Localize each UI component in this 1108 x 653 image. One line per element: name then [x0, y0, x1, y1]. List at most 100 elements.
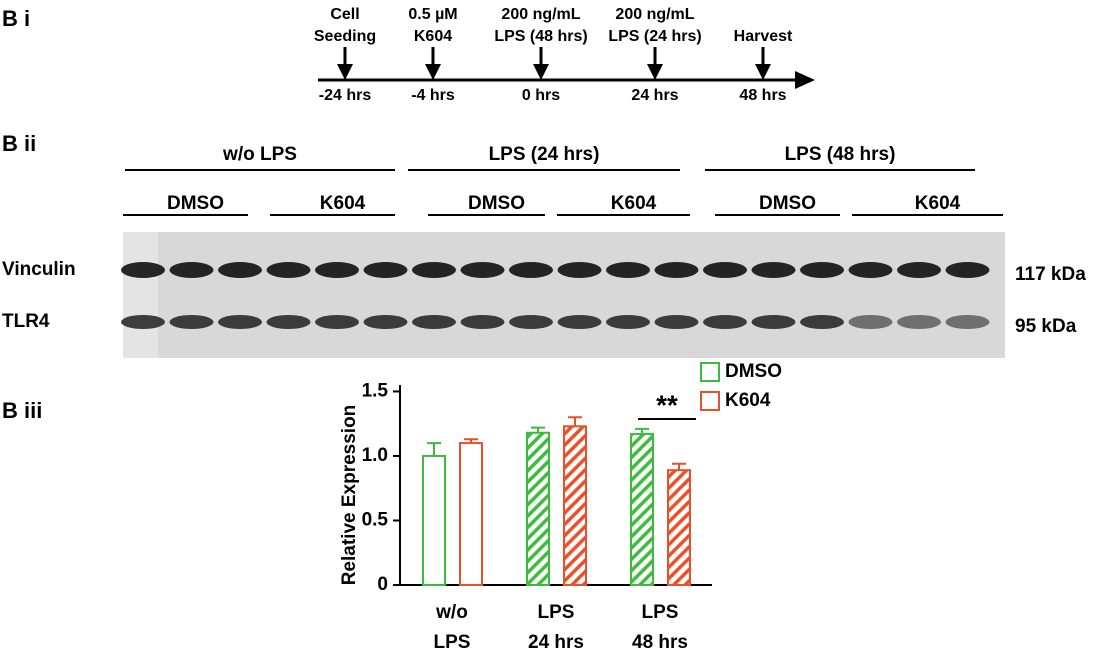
blot-band	[121, 315, 165, 329]
treatment-label: DMSO	[759, 193, 816, 214]
y-tick-label: 0.5	[362, 509, 389, 530]
blot-band	[412, 262, 456, 278]
panel-label: B i	[2, 6, 30, 31]
blot-band	[800, 315, 844, 329]
event-arrowhead	[533, 64, 549, 80]
event-label: Seeding	[314, 28, 376, 45]
blot-band	[557, 315, 602, 329]
bar	[630, 433, 654, 586]
protein-label: TLR4	[2, 311, 50, 332]
blot-band	[751, 262, 796, 278]
blot-band	[557, 262, 602, 278]
group-label: w/o LPS	[222, 144, 297, 165]
blot-band	[800, 262, 844, 278]
significance: **	[656, 389, 678, 420]
treatment-label: K604	[320, 193, 366, 214]
blot-band	[363, 315, 408, 329]
error-bar	[531, 426, 545, 433]
legend-label: K604	[725, 390, 771, 411]
blot-band	[606, 262, 650, 278]
treatment-label: DMSO	[167, 193, 224, 214]
band-size: 95 kDa	[1015, 316, 1077, 337]
blot-band	[654, 262, 699, 278]
blot-band	[509, 315, 553, 329]
x-tick-label: w/o LPS	[434, 602, 471, 653]
blot-image	[123, 232, 1005, 358]
bar	[526, 431, 550, 587]
blot-band	[218, 315, 262, 329]
blot-band	[169, 315, 214, 329]
panel-label: B iii	[2, 398, 42, 423]
error-bar	[464, 438, 478, 444]
blot-band	[218, 262, 262, 278]
treatment-label: K604	[915, 193, 961, 214]
y-axis-label: Relative Expression	[339, 405, 360, 586]
event-label: Harvest	[734, 28, 793, 45]
x-tick-label: LPS 24 hrs	[528, 602, 584, 653]
group-label: LPS (48 hrs)	[785, 144, 896, 165]
blot-band	[169, 262, 214, 278]
event-label: LPS (24 hrs)	[608, 28, 701, 45]
treatment-label: DMSO	[468, 193, 525, 214]
blot-band	[703, 315, 747, 329]
error-bar	[672, 462, 686, 471]
blot-image	[123, 232, 158, 358]
timeline-arrowhead	[795, 71, 815, 89]
y-tick-label: 0	[377, 574, 388, 595]
event-label: 0.5 µM	[408, 6, 457, 23]
event-time: -24 hrs	[319, 87, 372, 104]
blot-band	[945, 315, 990, 329]
blot-band	[121, 262, 165, 278]
treatment-label: K604	[611, 193, 657, 214]
event-label: 200 ng/mL	[615, 6, 694, 23]
x-tick-label: LPS 48 hrs	[632, 602, 688, 653]
event-label: K604	[414, 28, 452, 45]
bar	[459, 442, 483, 586]
blot-band	[266, 262, 311, 278]
blot-band	[606, 315, 650, 329]
group-label: LPS (24 hrs)	[489, 144, 600, 165]
bar	[563, 425, 587, 586]
blot-band	[897, 315, 941, 329]
protein-label: Vinculin	[2, 259, 76, 280]
bar	[422, 454, 446, 586]
panel-label: B ii	[2, 131, 36, 156]
blot-band	[751, 315, 796, 329]
blot-band	[848, 262, 893, 278]
bar	[667, 469, 691, 586]
y-tick-label: 1.5	[362, 380, 389, 401]
blot-band	[460, 262, 505, 278]
blot-band	[266, 315, 311, 329]
event-time: 48 hrs	[739, 87, 786, 104]
blot-band	[460, 315, 505, 329]
blot-band	[363, 262, 408, 278]
error-bar	[427, 442, 441, 456]
blot-band	[315, 315, 359, 329]
blot-band	[703, 262, 747, 278]
y-tick-label: 1.0	[362, 445, 388, 466]
blot-band	[848, 315, 893, 329]
event-time: 0 hrs	[522, 87, 560, 104]
blot-band	[654, 315, 699, 329]
blot-band	[897, 262, 941, 278]
legend-swatch	[700, 391, 720, 411]
error-bar	[635, 427, 649, 435]
blot-band	[412, 315, 456, 329]
event-time: -4 hrs	[411, 87, 455, 104]
event-time: 24 hrs	[631, 87, 678, 104]
legend-swatch	[700, 362, 720, 382]
event-arrowhead	[337, 64, 353, 80]
blot-band	[945, 262, 990, 278]
event-arrowhead	[425, 64, 441, 80]
event-label: 200 ng/mL	[501, 6, 580, 23]
event-arrowhead	[647, 64, 663, 80]
blot-band	[315, 262, 359, 278]
legend-label: DMSO	[725, 361, 782, 382]
event-arrowhead	[755, 64, 771, 80]
event-label: LPS (48 hrs)	[494, 28, 587, 45]
band-size: 117 kDa	[1015, 264, 1086, 285]
blot-band	[509, 262, 553, 278]
event-label: Cell	[330, 6, 359, 23]
error-bar	[568, 416, 582, 427]
